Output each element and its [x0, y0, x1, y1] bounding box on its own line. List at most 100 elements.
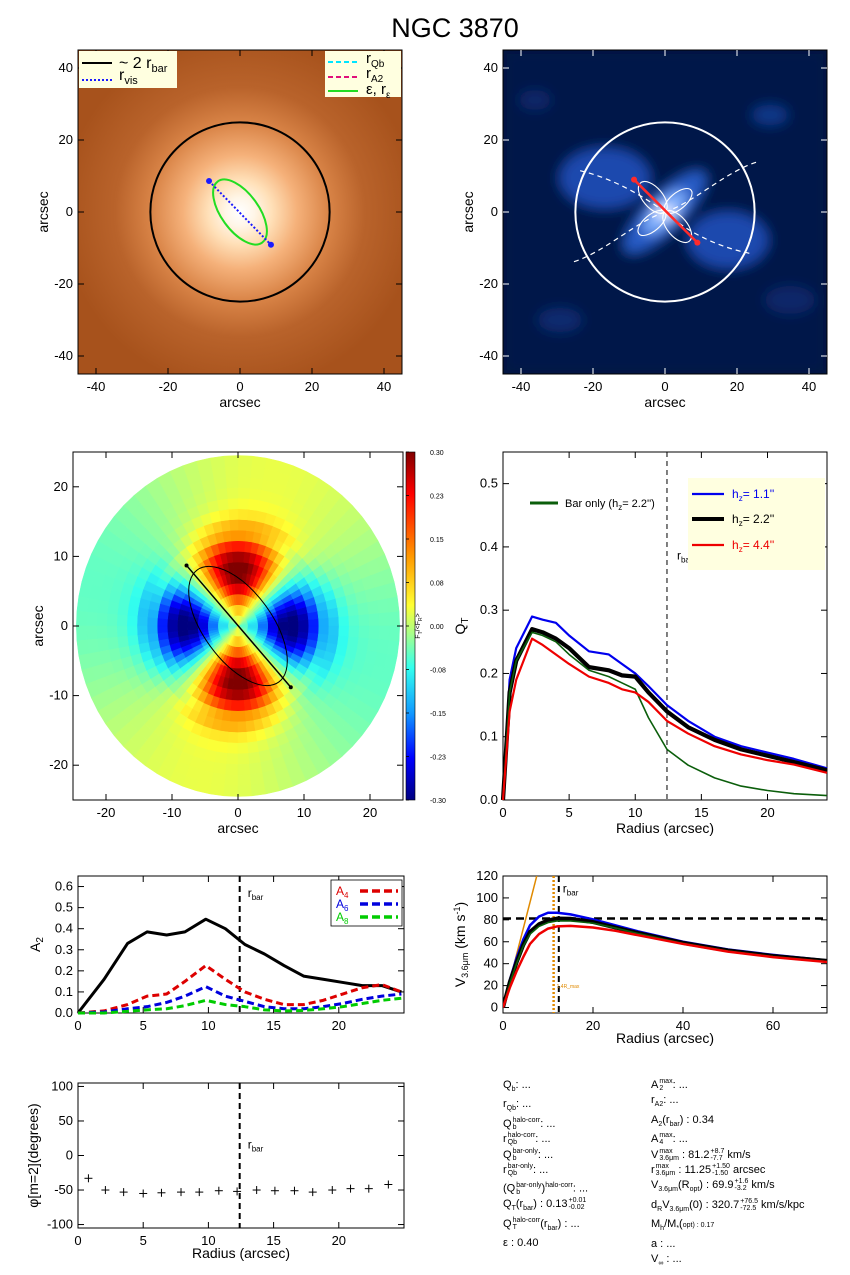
x-tick-label: 20 [332, 1233, 346, 1248]
colorbar-label: FT/<FR> [415, 613, 424, 638]
series-line [501, 615, 828, 801]
x-tick-label: 10 [628, 805, 642, 820]
colorbar-tick-label: -0.23 [430, 755, 446, 762]
x-tick-label: 0 [234, 805, 241, 820]
x-tick-label: 0 [74, 1018, 81, 1033]
y-axis-label: V3.6μm (km s-1) [452, 902, 470, 987]
legend-hz: hz= 1.1'' hz= 2.2'' hz= 4.4'' [688, 478, 825, 570]
y-tick-label: 0.4 [480, 539, 498, 554]
legend-right: rQb rA2 ε, rε [325, 50, 401, 101]
parameter-row: A2(rbar) : 0.34 [651, 1113, 714, 1128]
y-axis-label: φ[m=2](degrees) [25, 1103, 41, 1207]
x-axis-label: Radius (arcsec) [616, 1030, 714, 1046]
x-tick-label: 20 [305, 379, 319, 394]
y-axis-label: arcsec [35, 191, 51, 232]
y-axis-label: arcsec [30, 605, 46, 646]
series-line [501, 637, 828, 801]
y-tick-label: 0 [491, 1000, 498, 1015]
series-line [78, 996, 402, 1015]
colorbar-tick-label: 0.30 [430, 450, 444, 457]
x-tick-label: 0 [499, 805, 506, 820]
colorbar-tick-label: 0.08 [430, 581, 444, 588]
y-tick-label: -20 [49, 757, 68, 772]
parameter-row: V3.6μm(Ropt) : 69.9+1.6 -3.2 km/s [651, 1178, 775, 1194]
y-tick-label: 40 [484, 60, 498, 75]
x-tick-label: 15 [266, 1233, 280, 1248]
panel-bar-image: -40 -20 0 20 40 -40 -20 0 20 40 arcsec arcsec [460, 49, 828, 410]
y-tick-label: 20 [59, 132, 73, 147]
parameter-row: Amax 2: ... [651, 1078, 688, 1093]
y-tick-label: 50 [59, 1113, 73, 1128]
phase-point [384, 1180, 393, 1189]
figure-title: NGC 3870 [391, 13, 519, 43]
x-tick-label: 20 [730, 379, 744, 394]
x-axis-label: arcsec [219, 394, 260, 410]
bar-line [185, 564, 292, 688]
parameter-row: rQb: ... [503, 1098, 532, 1113]
y-tick-label: 0 [61, 618, 68, 633]
y-tick-label: 100 [476, 890, 498, 905]
legend-ra2: r [366, 65, 371, 82]
y-tick-label: 0.3 [55, 942, 73, 957]
panel-qt-profile: 0 5 10 15 20 0.0 0.1 0.2 0.3 0.4 0.5 Radius (arcsec… [452, 451, 828, 836]
series-line [76, 917, 402, 1014]
y-tick-label: 0.0 [480, 792, 498, 807]
colorbar-tick-label: 0.00 [430, 624, 444, 631]
x-tick-label: -10 [163, 805, 182, 820]
series-line [500, 627, 828, 801]
x-tick-label: 5 [566, 805, 573, 820]
series-line [503, 924, 827, 1008]
parameter-row: rA2: ... [651, 1094, 679, 1109]
x-tick-label: 10 [297, 805, 311, 820]
y-tick-label: -40 [54, 348, 73, 363]
parameter-row: dRV3.6μm(0) : 320.7+76.5 -72.5 km/s/kpc [651, 1197, 805, 1213]
y-tick-label: 40 [59, 60, 73, 75]
bar-circle [149, 121, 331, 303]
phase-point [157, 1188, 166, 1197]
y-tick-label: 40 [484, 956, 498, 971]
svg-text:rQb: rQb [366, 50, 385, 70]
y-tick-label: 0.1 [480, 729, 498, 744]
parameter-row: ε : 0.40 [503, 1237, 539, 1250]
x-tick-label: 0 [236, 379, 243, 394]
phase-point [346, 1184, 355, 1193]
x-tick-label: 5 [140, 1233, 147, 1248]
rmax-label: 1.4R_max [557, 984, 580, 990]
svg-text:A6: A6 [336, 897, 349, 913]
legend-rqb: r [366, 50, 371, 67]
phase-line [576, 169, 666, 213]
bar-circle [574, 121, 756, 303]
parameter-row: rhalo-corr Qb: ... [503, 1132, 551, 1147]
phase-point [233, 1187, 242, 1196]
vis-line [208, 180, 272, 246]
y-axis-label: A2 [27, 937, 46, 952]
panel-phase: 0 5 10 15 20 -100 -50 0 50 100 Radius (arcsec) φ[m=… [25, 1078, 405, 1261]
phase-point [119, 1188, 128, 1197]
x-tick-label: 0 [74, 1233, 81, 1248]
colorbar-tick-label: -0.08 [430, 668, 446, 675]
x-tick-label: 10 [201, 1233, 215, 1248]
svg-text:A8: A8 [336, 910, 349, 926]
x-axis-label: Radius (arcsec) [192, 1245, 290, 1261]
x-tick-label: -40 [512, 379, 531, 394]
bar-ellipse [188, 565, 288, 687]
x-axis-label: arcsec [217, 820, 258, 836]
x-tick-label: 20 [332, 1018, 346, 1033]
bar-endpoint [631, 176, 638, 183]
bar-endpoint [288, 685, 293, 690]
phase-point [290, 1186, 299, 1195]
svg-text:~ 2 rbar: ~ 2 rbar [119, 55, 168, 75]
x-tick-label: 40 [676, 1018, 690, 1033]
y-tick-label: 20 [484, 132, 498, 147]
parameter-row: rmax 3.6μm : 11.25+1.50 -1.50 arcsec [651, 1162, 766, 1177]
panel-galaxy-image: -40 -20 0 20 40 -40 -20 0 20 40 arcsec arcsec ~ 2 r… [35, 49, 403, 410]
phase-point [101, 1186, 110, 1195]
svg-text:A4: A4 [336, 884, 349, 900]
y-tick-label: -10 [49, 688, 68, 703]
phase-point [84, 1174, 93, 1183]
y-tick-label: 120 [476, 868, 498, 883]
x-axis-label: arcsec [644, 394, 685, 410]
y-tick-label: 0.2 [55, 963, 73, 978]
y-tick-label: 0.5 [480, 476, 498, 491]
